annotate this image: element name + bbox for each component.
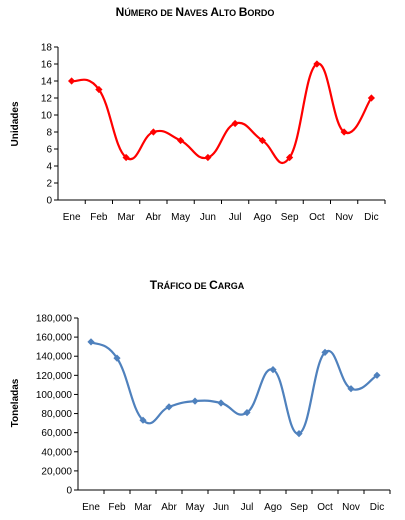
x-tick-label: Nov (342, 502, 360, 513)
chart-naves: NÚMERO DE NAVES ALTO BORDO Unidades 0 2 4 6… (10, 5, 386, 223)
chart-naves-xticks: Ene Feb Mar Abr May Jun Jul Ago Sep Oct Nov Dic (63, 200, 386, 223)
series-line (71, 62, 373, 165)
data-point-marker (139, 416, 147, 424)
y-tick-label: 40,000 (41, 447, 72, 458)
y-tick-label: 120,000 (36, 371, 73, 382)
data-point-marker (243, 409, 251, 417)
data-point-marker (340, 128, 348, 136)
data-point-marker (68, 77, 76, 85)
data-point-marker (367, 94, 375, 102)
y-tick-label: 0 (66, 486, 72, 497)
y-tick-label: 14 (41, 77, 53, 88)
data-point-marker (258, 136, 266, 145)
y-tick-label: 4 (46, 162, 52, 173)
x-tick-label: Mar (134, 502, 152, 513)
chart-carga-title: TRÁFICO DE CARGA (150, 278, 245, 292)
x-tick-label: Dic (364, 212, 378, 223)
y-tick-label: 60,000 (41, 428, 72, 439)
x-tick-label: Nov (335, 212, 353, 223)
data-point-marker (286, 153, 294, 162)
x-tick-label: May (171, 212, 190, 223)
data-point-marker (204, 153, 212, 162)
chart-carga: TRÁFICO DE CARGA Toneladas 0 20,000 40,000… (10, 278, 391, 513)
data-point-marker (122, 153, 130, 162)
y-tick-label: 20,000 (41, 466, 72, 477)
x-tick-label: Ago (253, 212, 271, 223)
data-point-marker (321, 348, 329, 356)
data-point-marker (313, 60, 321, 68)
y-tick-label: 8 (46, 128, 52, 139)
y-tick-label: 0 (46, 196, 52, 207)
data-point-marker (231, 119, 239, 128)
chart-naves-yticks: 0 2 4 6 8 10 12 14 16 18 (41, 43, 58, 207)
y-tick-label: 16 (41, 60, 53, 71)
y-tick-label: 160,000 (36, 333, 73, 344)
x-tick-label: Sep (281, 212, 299, 223)
y-tick-label: 140,000 (36, 352, 73, 363)
x-tick-label: Jun (200, 212, 216, 223)
x-tick-label: Oct (309, 212, 325, 223)
x-tick-label: Ago (264, 502, 282, 513)
x-tick-label: Feb (108, 502, 126, 513)
data-point-marker (347, 385, 355, 393)
data-point-marker (373, 371, 381, 379)
data-point-marker (269, 366, 277, 374)
data-point-marker (165, 403, 173, 411)
data-point-marker (87, 338, 95, 346)
y-tick-label: 2 (46, 179, 52, 190)
chart-carga-yticks: 0 20,000 40,000 60,000 80,000 100,000 120,000 1… (36, 314, 78, 497)
x-tick-label: May (186, 502, 205, 513)
x-tick-label: Ene (63, 212, 81, 223)
y-tick-label: 10 (41, 111, 53, 122)
x-tick-label: Mar (118, 212, 136, 223)
data-point-marker (149, 128, 157, 136)
x-tick-label: Abr (161, 502, 177, 513)
x-tick-label: Feb (90, 212, 108, 223)
chart-carga-ylabel: Toneladas (10, 378, 21, 427)
x-tick-label: Jul (241, 502, 254, 513)
data-point-marker (295, 430, 303, 438)
y-tick-label: 12 (41, 94, 53, 105)
y-tick-label: 80,000 (41, 409, 72, 420)
x-tick-label: Dic (370, 502, 384, 513)
x-tick-label: Ene (82, 502, 100, 513)
data-point-marker (113, 354, 121, 362)
x-tick-label: Oct (317, 502, 333, 513)
y-tick-label: 180,000 (36, 314, 73, 325)
y-tick-label: 18 (41, 43, 53, 54)
chart-carga-xticks: Ene Feb Mar Abr May Jun Jul Ago Sep Oct Nov Dic (82, 490, 391, 513)
x-tick-label: Jun (213, 502, 229, 513)
chart-carga-series (87, 338, 381, 438)
chart-naves-title: NÚMERO DE NAVES ALTO BORDO (116, 5, 275, 19)
data-point-marker (191, 397, 199, 405)
chart-naves-ylabel: Unidades (10, 101, 21, 146)
y-tick-label: 6 (46, 145, 52, 156)
x-tick-label: Sep (290, 502, 308, 513)
chart-naves-series (68, 60, 375, 165)
data-point-marker (177, 136, 185, 145)
data-point-marker (217, 399, 225, 407)
y-tick-label: 100,000 (36, 390, 73, 401)
x-tick-label: Abr (146, 212, 162, 223)
data-point-marker (95, 85, 103, 94)
x-tick-label: Jul (229, 212, 242, 223)
series-line (90, 340, 378, 435)
